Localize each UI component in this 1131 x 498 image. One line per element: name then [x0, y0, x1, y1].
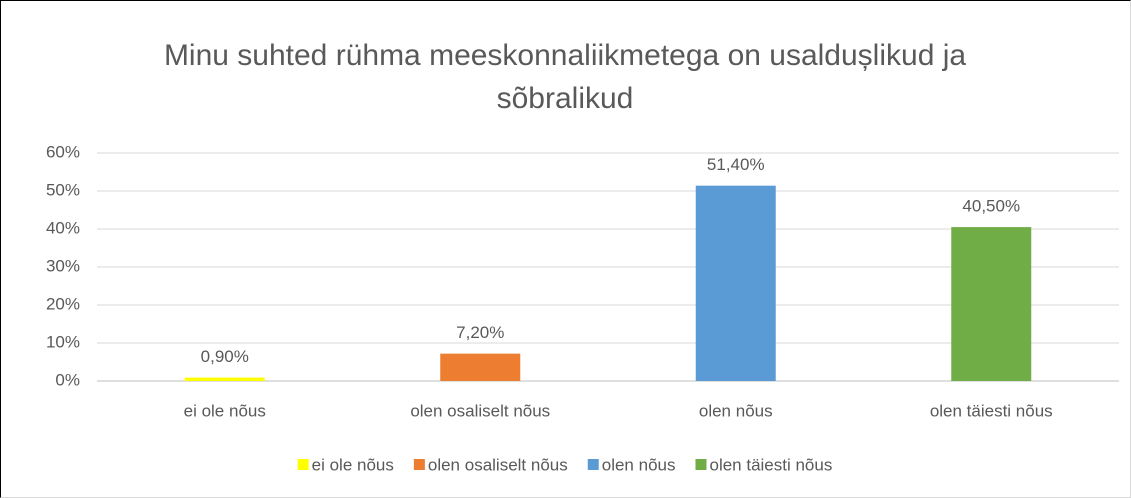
data-label: 0,90% [201, 347, 249, 366]
x-tick-label: olen täiesti nõus [930, 401, 1053, 420]
bar [695, 185, 776, 381]
y-tick-label: 0% [55, 370, 80, 389]
legend-swatch [587, 459, 599, 470]
data-label: 7,20% [456, 323, 504, 342]
chart-title: Minu suhted rühma meeskonnaliikmetega on… [163, 39, 967, 115]
legend-label: olen osaliselt nõus [428, 455, 568, 474]
bar [184, 377, 265, 381]
y-tick-label: 40% [46, 218, 80, 237]
legend-swatch [297, 459, 309, 470]
legend-swatch [695, 459, 707, 470]
x-tick-label: ei ole nõus [184, 401, 266, 420]
bar [440, 353, 521, 381]
x-tick-label: olen nõus [699, 401, 773, 420]
bar [951, 227, 1032, 381]
data-label: 40,50% [962, 197, 1020, 216]
x-tick-label: olen osaliselt nõus [410, 401, 550, 420]
legend-label: ei ole nõus [312, 455, 394, 474]
y-tick-label: 10% [46, 332, 80, 351]
legend-label: olen täiesti nõus [709, 455, 832, 474]
y-tick-label: 20% [46, 294, 80, 313]
legend-swatch [413, 459, 425, 470]
y-tick-label: 60% [46, 142, 80, 161]
data-label: 51,40% [707, 155, 765, 174]
y-tick-label: 50% [46, 180, 80, 199]
legend-label: olen nõus [602, 455, 676, 474]
y-tick-label: 30% [46, 256, 80, 275]
